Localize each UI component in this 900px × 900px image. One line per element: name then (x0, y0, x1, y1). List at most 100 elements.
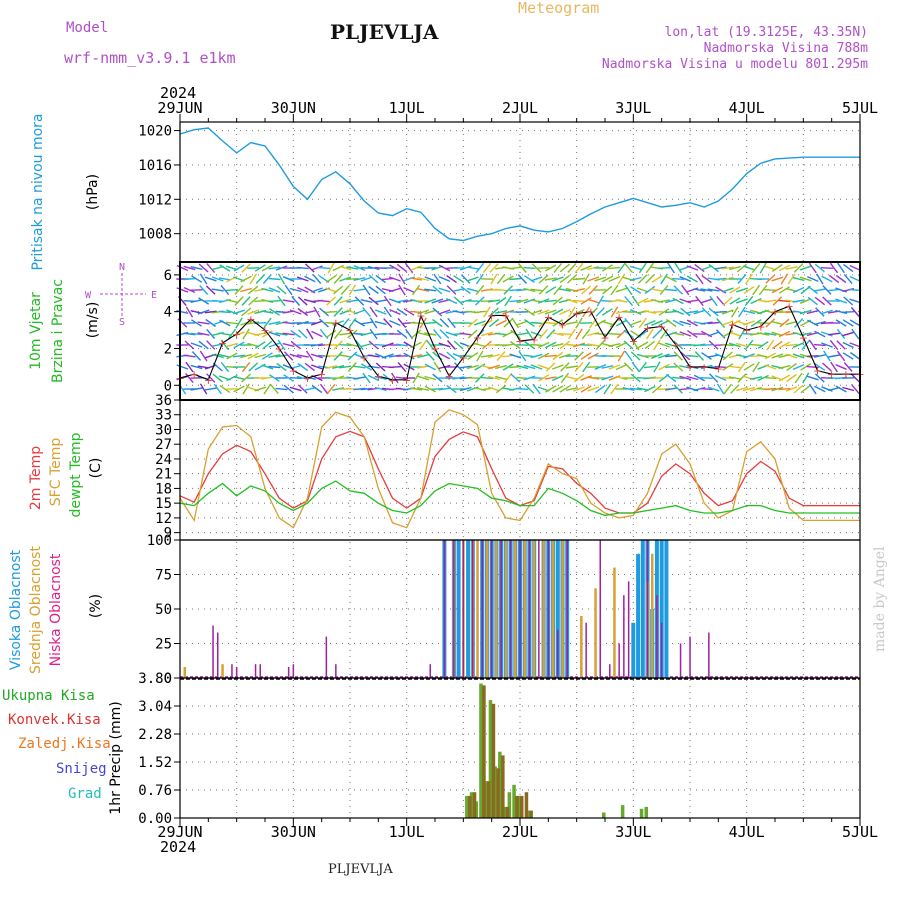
wind-arrow (574, 262, 584, 274)
wind-arrow (353, 353, 366, 359)
wind-arrow (319, 307, 330, 317)
wind-arrow (601, 275, 614, 283)
wind-arrow (567, 263, 577, 273)
wind-arrow (573, 386, 585, 392)
low-cloud-bar (217, 632, 219, 678)
wind-arrow (693, 309, 706, 315)
wind-arrow (686, 275, 698, 283)
model-altitude-label: Nadmorska Visina u modelu 801.295m (601, 57, 868, 72)
wind-arrow (728, 331, 741, 337)
wind-arrow (836, 328, 846, 340)
wind-arrow (480, 354, 494, 358)
wind-arrow (659, 284, 669, 296)
wind-arrow (304, 362, 316, 372)
wind-arrow (369, 317, 378, 329)
mid-cloud-bar (485, 540, 489, 678)
wind-arrow (842, 319, 854, 327)
wind-arrow (325, 377, 338, 379)
wind-arrow (813, 320, 826, 326)
wind-arrow (750, 343, 763, 347)
wind-marker: + (218, 337, 227, 350)
wind-arrow (275, 265, 288, 271)
wind-arrow (432, 373, 443, 383)
wind-arrow (807, 285, 819, 295)
wind-arrow (737, 373, 747, 383)
wind-arrow (821, 342, 833, 348)
wind-arrow (466, 364, 479, 370)
wind-arrow (822, 296, 832, 306)
wind-arrow (808, 262, 817, 274)
wind-arrow (799, 353, 812, 359)
wind-arrow (247, 285, 259, 295)
wind-arrow (524, 275, 535, 283)
wind-arrow (311, 265, 323, 271)
wind-arrow (793, 318, 804, 328)
ytick-label: 2.28 (138, 727, 172, 743)
wind-arrow (638, 274, 648, 284)
wind-arrow (700, 288, 713, 292)
wind-arrow (219, 385, 231, 393)
wind-arrow (346, 266, 359, 270)
wind-arrow (242, 328, 250, 340)
cloud-unit: (%) (88, 594, 104, 618)
wind-arrow (467, 352, 479, 360)
wind-arrow (575, 317, 583, 329)
low-cloud-bar (212, 625, 214, 678)
wind-arrow (594, 276, 607, 282)
wind-arrow (306, 328, 314, 340)
wind-arrow (191, 275, 202, 283)
wind-arrow (808, 339, 817, 351)
wind-arrow (693, 386, 706, 392)
wind-arrow (822, 285, 832, 295)
wind-arrow (658, 342, 670, 348)
wind-arrow (573, 373, 585, 383)
wind-arrow (432, 307, 443, 317)
ytick-label: 75 (155, 568, 172, 584)
wind-arrow (517, 274, 528, 284)
wind-arrow (183, 265, 196, 271)
wind-arrow (360, 276, 373, 282)
wind-arrow (277, 339, 286, 351)
wind-arrow (743, 320, 755, 326)
dewpt-ylabel: dewpt Temp (68, 432, 84, 517)
convective-precip-bar (496, 768, 500, 818)
wind-arrow (397, 361, 407, 373)
wind-arrow (750, 376, 763, 380)
wind-arrow (403, 276, 415, 282)
convective-precip-bar (515, 795, 519, 818)
wind-arrow (495, 332, 508, 336)
wind-arrow (488, 375, 500, 381)
ytick-label: 24 (155, 452, 172, 468)
wind-arrow (701, 274, 712, 284)
wind-arrow (447, 317, 456, 329)
wind-arrow (398, 273, 406, 285)
pressure-unit: (hPa) (85, 174, 101, 210)
wind-arrow (558, 288, 571, 292)
wind-arrow (751, 262, 761, 274)
wind-arrow (780, 273, 789, 285)
wind-arrow (353, 365, 366, 369)
wind-arrow (495, 296, 507, 306)
wind-arrow (242, 383, 250, 395)
mid-cloud-bar (594, 588, 597, 678)
wind-arrow (624, 262, 633, 274)
wind-arrow (728, 342, 741, 348)
wind-arrow (771, 286, 784, 294)
legend-total-rain: Ukupna Kisa (2, 688, 95, 704)
wind-arrow (559, 340, 571, 350)
wind-arrow (417, 353, 430, 359)
wind-arrow (211, 288, 224, 292)
wind-arrow (475, 296, 485, 306)
wind-arrow (816, 273, 824, 285)
wind-arrow (374, 343, 387, 347)
wind-arrow (452, 353, 465, 359)
wind-arrow (601, 365, 614, 369)
wind-arrow (283, 351, 294, 361)
wind-arrow (438, 264, 451, 272)
wind-arrow (714, 353, 727, 359)
wind-arrow (574, 351, 584, 361)
wind-arrow (828, 274, 840, 284)
wind-arrow (389, 319, 401, 327)
wind-arrow (658, 308, 670, 316)
wind-arrow (241, 361, 251, 373)
